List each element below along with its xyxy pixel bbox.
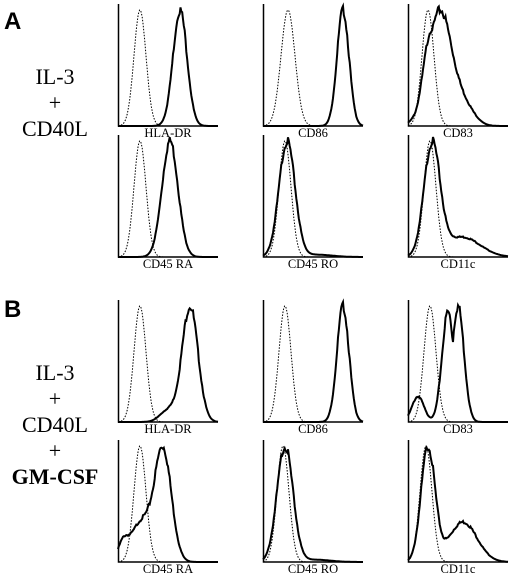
panel-letter: B bbox=[4, 296, 22, 323]
control-histogram bbox=[117, 445, 218, 563]
condition-line: + bbox=[48, 90, 62, 115]
histogram-hla-dr: HLA-DR bbox=[117, 300, 219, 436]
axis-line bbox=[262, 440, 363, 563]
marker-label: CD86 bbox=[298, 126, 328, 140]
histogram-cd45-ra: CD45 RA bbox=[117, 440, 218, 576]
histogram-plot bbox=[262, 298, 364, 423]
sample-histogram bbox=[117, 445, 218, 563]
control-histogram bbox=[262, 445, 363, 563]
marker-label: CD45 RA bbox=[142, 562, 194, 576]
histogram-plot bbox=[407, 440, 509, 563]
control-histogram bbox=[117, 9, 218, 127]
control-histogram bbox=[117, 305, 218, 423]
sample-histogram bbox=[407, 4, 508, 127]
control-histogram bbox=[407, 140, 508, 258]
axis-line bbox=[117, 300, 218, 423]
histogram-cd11c: CD11c bbox=[407, 440, 509, 576]
sample-histogram bbox=[407, 446, 509, 563]
histogram-plot bbox=[407, 300, 508, 423]
histogram-hla-dr: HLA-DR bbox=[117, 4, 218, 140]
condition-line: GM-CSF bbox=[11, 464, 99, 489]
condition-line: + bbox=[48, 438, 62, 463]
sample-histogram bbox=[118, 306, 219, 423]
histogram-plot bbox=[262, 440, 363, 563]
control-histogram bbox=[262, 9, 363, 127]
histogram-plot bbox=[117, 440, 218, 563]
condition-line: IL-3 bbox=[35, 64, 75, 89]
condition-line: + bbox=[48, 386, 62, 411]
marker-label: CD11c bbox=[440, 562, 476, 576]
panel-letter: A bbox=[4, 8, 22, 35]
histogram-cd83: CD83 bbox=[407, 300, 508, 436]
marker-label: HLA-DR bbox=[144, 422, 192, 436]
axis-line bbox=[407, 4, 508, 127]
marker-label: CD11c bbox=[440, 257, 476, 271]
histogram-plot bbox=[407, 135, 509, 258]
histogram-plot bbox=[117, 4, 218, 127]
axis-line bbox=[407, 440, 508, 563]
histogram-plot bbox=[407, 4, 508, 127]
marker-label: CD45 RO bbox=[287, 257, 339, 271]
histogram-cd45-ro: CD45 RO bbox=[262, 135, 363, 271]
control-histogram bbox=[262, 305, 363, 423]
histogram-plot bbox=[262, 2, 364, 127]
histogram-cd11c: CD11c bbox=[407, 135, 509, 271]
sample-histogram bbox=[118, 136, 218, 258]
histogram-cd45-ra: CD45 RA bbox=[117, 135, 218, 271]
control-histogram bbox=[407, 445, 508, 563]
sample-histogram bbox=[407, 302, 508, 423]
condition-label: IL-3 + CD40L + GM-CSF bbox=[0, 360, 110, 490]
histogram-cd86: CD86 bbox=[262, 298, 364, 436]
histogram-plot bbox=[262, 135, 363, 258]
axis-line bbox=[117, 440, 218, 563]
axis-line bbox=[262, 4, 363, 127]
marker-label: HLA-DR bbox=[144, 126, 192, 140]
axis-line bbox=[262, 300, 363, 423]
control-histogram bbox=[117, 140, 218, 258]
condition-line: CD40L bbox=[22, 412, 88, 437]
axis-line bbox=[117, 135, 218, 258]
histogram-plot bbox=[117, 135, 218, 258]
condition-line: IL-3 bbox=[35, 360, 75, 385]
sample-histogram bbox=[407, 136, 509, 258]
sample-histogram bbox=[118, 7, 218, 127]
sample-histogram bbox=[262, 137, 363, 258]
histogram-cd83: CD83 bbox=[407, 4, 508, 140]
sample-histogram bbox=[262, 445, 363, 563]
histogram-plot bbox=[117, 300, 219, 423]
marker-label: CD45 RO bbox=[287, 562, 339, 576]
marker-label: CD45 RA bbox=[142, 257, 194, 271]
marker-label: CD83 bbox=[443, 126, 473, 140]
condition-line: CD40L bbox=[22, 116, 88, 141]
histogram-cd45-ro: CD45 RO bbox=[262, 440, 363, 576]
histogram-cd86: CD86 bbox=[262, 2, 364, 140]
axis-line bbox=[117, 4, 218, 127]
sample-histogram bbox=[263, 2, 364, 127]
marker-label: CD83 bbox=[443, 422, 473, 436]
sample-histogram bbox=[263, 298, 364, 423]
condition-label: IL-3 + CD40L bbox=[0, 64, 110, 142]
marker-label: CD86 bbox=[298, 422, 328, 436]
